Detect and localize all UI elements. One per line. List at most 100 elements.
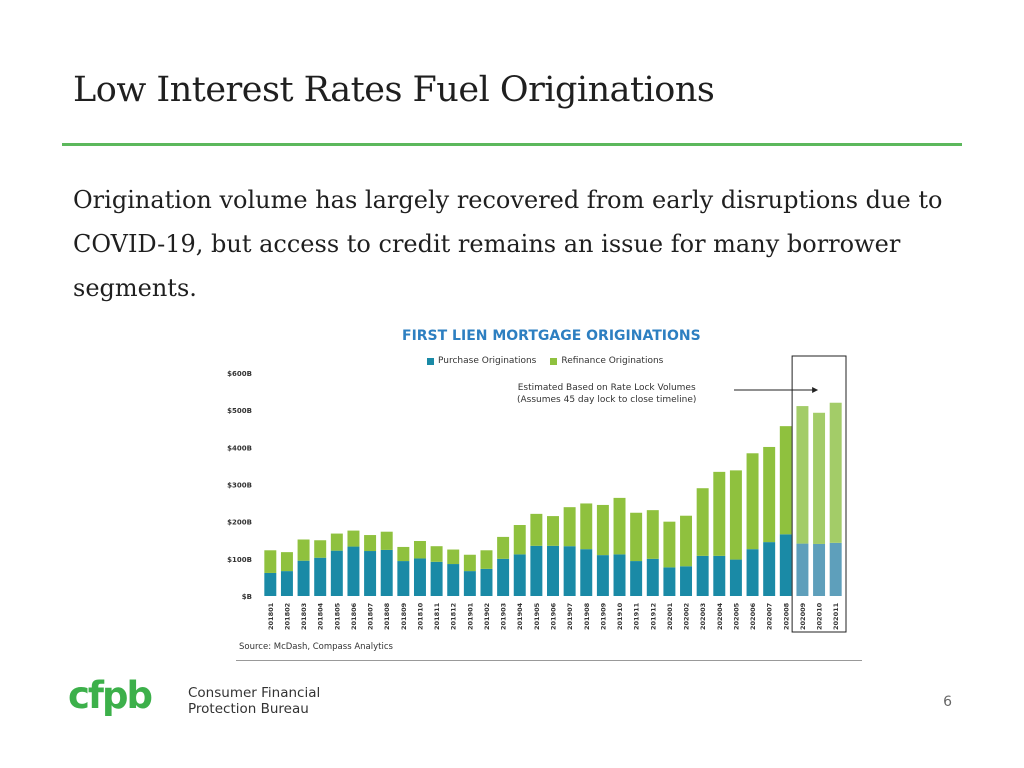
page-number: 6 bbox=[943, 694, 952, 710]
x-tick-label: 202003 bbox=[699, 603, 707, 630]
bar-purchase bbox=[580, 549, 593, 596]
annotation-line-1: Estimated Based on Rate Lock Volumes bbox=[517, 383, 696, 393]
x-tick-label: 202007 bbox=[766, 603, 774, 630]
x-tick-label: 202006 bbox=[749, 602, 757, 630]
x-tick-label: 201811 bbox=[433, 602, 441, 630]
x-tick-label: 201809 bbox=[400, 602, 408, 630]
bar-refinance bbox=[347, 530, 360, 547]
bar-purchase bbox=[530, 545, 543, 596]
bar-refinance bbox=[364, 535, 377, 552]
cfpb-wordmark: cfpb bbox=[68, 678, 152, 717]
bar-purchase bbox=[779, 534, 792, 596]
chart-container: $B $100B $200B $300B $400B $500B $600B 201801 20… bbox=[222, 320, 862, 665]
slide-body-text: Origination volume has largely recovered… bbox=[73, 186, 943, 302]
bar-refinance bbox=[563, 507, 576, 547]
x-tick-label: 201910 bbox=[616, 602, 624, 630]
legend-swatch-refinance bbox=[550, 357, 558, 365]
logo-line-1: Consumer Financial bbox=[188, 685, 321, 701]
x-tick-label: 201801 bbox=[267, 602, 275, 630]
x-tick-label: 201812 bbox=[450, 603, 458, 630]
x-tick-label: 201805 bbox=[333, 602, 341, 630]
bar-purchase bbox=[497, 558, 510, 596]
bar-purchase bbox=[480, 568, 493, 596]
x-tick-label: 202010 bbox=[816, 602, 824, 630]
bar-refinance bbox=[314, 540, 327, 558]
bar-purchase bbox=[630, 561, 643, 596]
bar-refinance bbox=[280, 552, 293, 572]
bar-purchase bbox=[264, 572, 277, 596]
bar-refinance bbox=[796, 406, 809, 544]
x-tick-label: 202005 bbox=[732, 602, 740, 630]
x-tick-label: 201903 bbox=[500, 603, 508, 630]
bar-refinance bbox=[297, 539, 310, 561]
bar-refinance bbox=[413, 540, 426, 559]
x-tick-label: 201908 bbox=[583, 602, 591, 630]
x-tick-label: 201804 bbox=[317, 602, 325, 630]
bar-purchase bbox=[813, 543, 826, 596]
bar-purchase bbox=[796, 543, 809, 596]
y-tick-label: $500B bbox=[227, 407, 252, 415]
legend-swatch-purchase bbox=[427, 357, 434, 365]
bar-purchase bbox=[364, 551, 377, 596]
slide-title: Low Interest Rates Fuel Originations bbox=[73, 70, 715, 110]
legend-item-refinance: Refinance Originations bbox=[550, 356, 663, 366]
chart-bottom-rule bbox=[236, 660, 862, 661]
bar-purchase bbox=[430, 561, 443, 596]
y-tick-label: $300B bbox=[227, 482, 252, 490]
cfpb-logo: cfpb Consumer Financial Protection Burea… bbox=[68, 678, 320, 724]
x-tick-label: 202009 bbox=[799, 602, 807, 630]
x-tick-label: 201904 bbox=[516, 602, 524, 630]
bar-refinance bbox=[729, 470, 742, 560]
x-tick-label: 201912 bbox=[649, 603, 657, 630]
x-tick-label: 201905 bbox=[533, 602, 541, 630]
bar-purchase bbox=[746, 549, 759, 596]
x-tick-label: 201909 bbox=[599, 602, 607, 630]
y-tick-label: $200B bbox=[227, 519, 252, 527]
bar-purchase bbox=[729, 559, 742, 596]
bar-refinance bbox=[530, 513, 543, 546]
bar-refinance bbox=[264, 550, 277, 573]
bar-refinance bbox=[380, 531, 393, 550]
bar-purchase bbox=[447, 564, 460, 596]
bar-purchase bbox=[596, 555, 609, 596]
bar-purchase bbox=[613, 554, 626, 596]
bar-refinance bbox=[447, 549, 460, 565]
bar-purchase bbox=[397, 561, 410, 596]
bar-purchase bbox=[297, 560, 310, 596]
chart-legend: Purchase Originations Refinance Originat… bbox=[427, 356, 663, 366]
bar-refinance bbox=[596, 504, 609, 556]
bar-refinance bbox=[580, 503, 593, 550]
legend-label-refinance: Refinance Originations bbox=[561, 356, 664, 366]
bar-refinance bbox=[763, 446, 776, 543]
x-tick-label: 201807 bbox=[367, 603, 375, 630]
title-divider bbox=[62, 143, 962, 146]
bar-purchase bbox=[280, 571, 293, 596]
logo-line-2: Protection Bureau bbox=[188, 701, 309, 717]
x-tick-label: 201803 bbox=[300, 603, 308, 630]
y-tick-label: $B bbox=[242, 593, 252, 601]
bar-refinance bbox=[746, 453, 759, 550]
bar-purchase bbox=[563, 546, 576, 596]
bar-refinance bbox=[696, 488, 709, 556]
x-tick-label: 201901 bbox=[466, 602, 474, 630]
bar-purchase bbox=[829, 542, 842, 596]
origination-chart: $B $100B $200B $300B $400B $500B $600B 201801 20… bbox=[227, 355, 847, 633]
bar-refinance bbox=[813, 412, 826, 544]
y-tick-label: $100B bbox=[227, 556, 252, 564]
bar-refinance bbox=[680, 515, 693, 567]
bar-purchase bbox=[663, 567, 676, 596]
bar-purchase bbox=[413, 558, 426, 596]
x-tick-label: 202011 bbox=[832, 602, 840, 630]
bar-refinance bbox=[646, 510, 659, 559]
estimate-annotation: Estimated Based on Rate Lock Volumes (As… bbox=[517, 382, 696, 406]
bar-refinance bbox=[829, 402, 842, 543]
bar-purchase bbox=[646, 558, 659, 596]
bar-refinance bbox=[397, 546, 410, 562]
bar-purchase bbox=[680, 566, 693, 596]
annotation-arrow-head bbox=[812, 387, 819, 393]
x-tick-label: 202002 bbox=[683, 603, 691, 630]
legend-label-purchase: Purchase Originations bbox=[438, 356, 537, 366]
bar-refinance bbox=[480, 550, 493, 569]
bar-refinance bbox=[663, 521, 676, 568]
bar-refinance bbox=[497, 536, 510, 559]
